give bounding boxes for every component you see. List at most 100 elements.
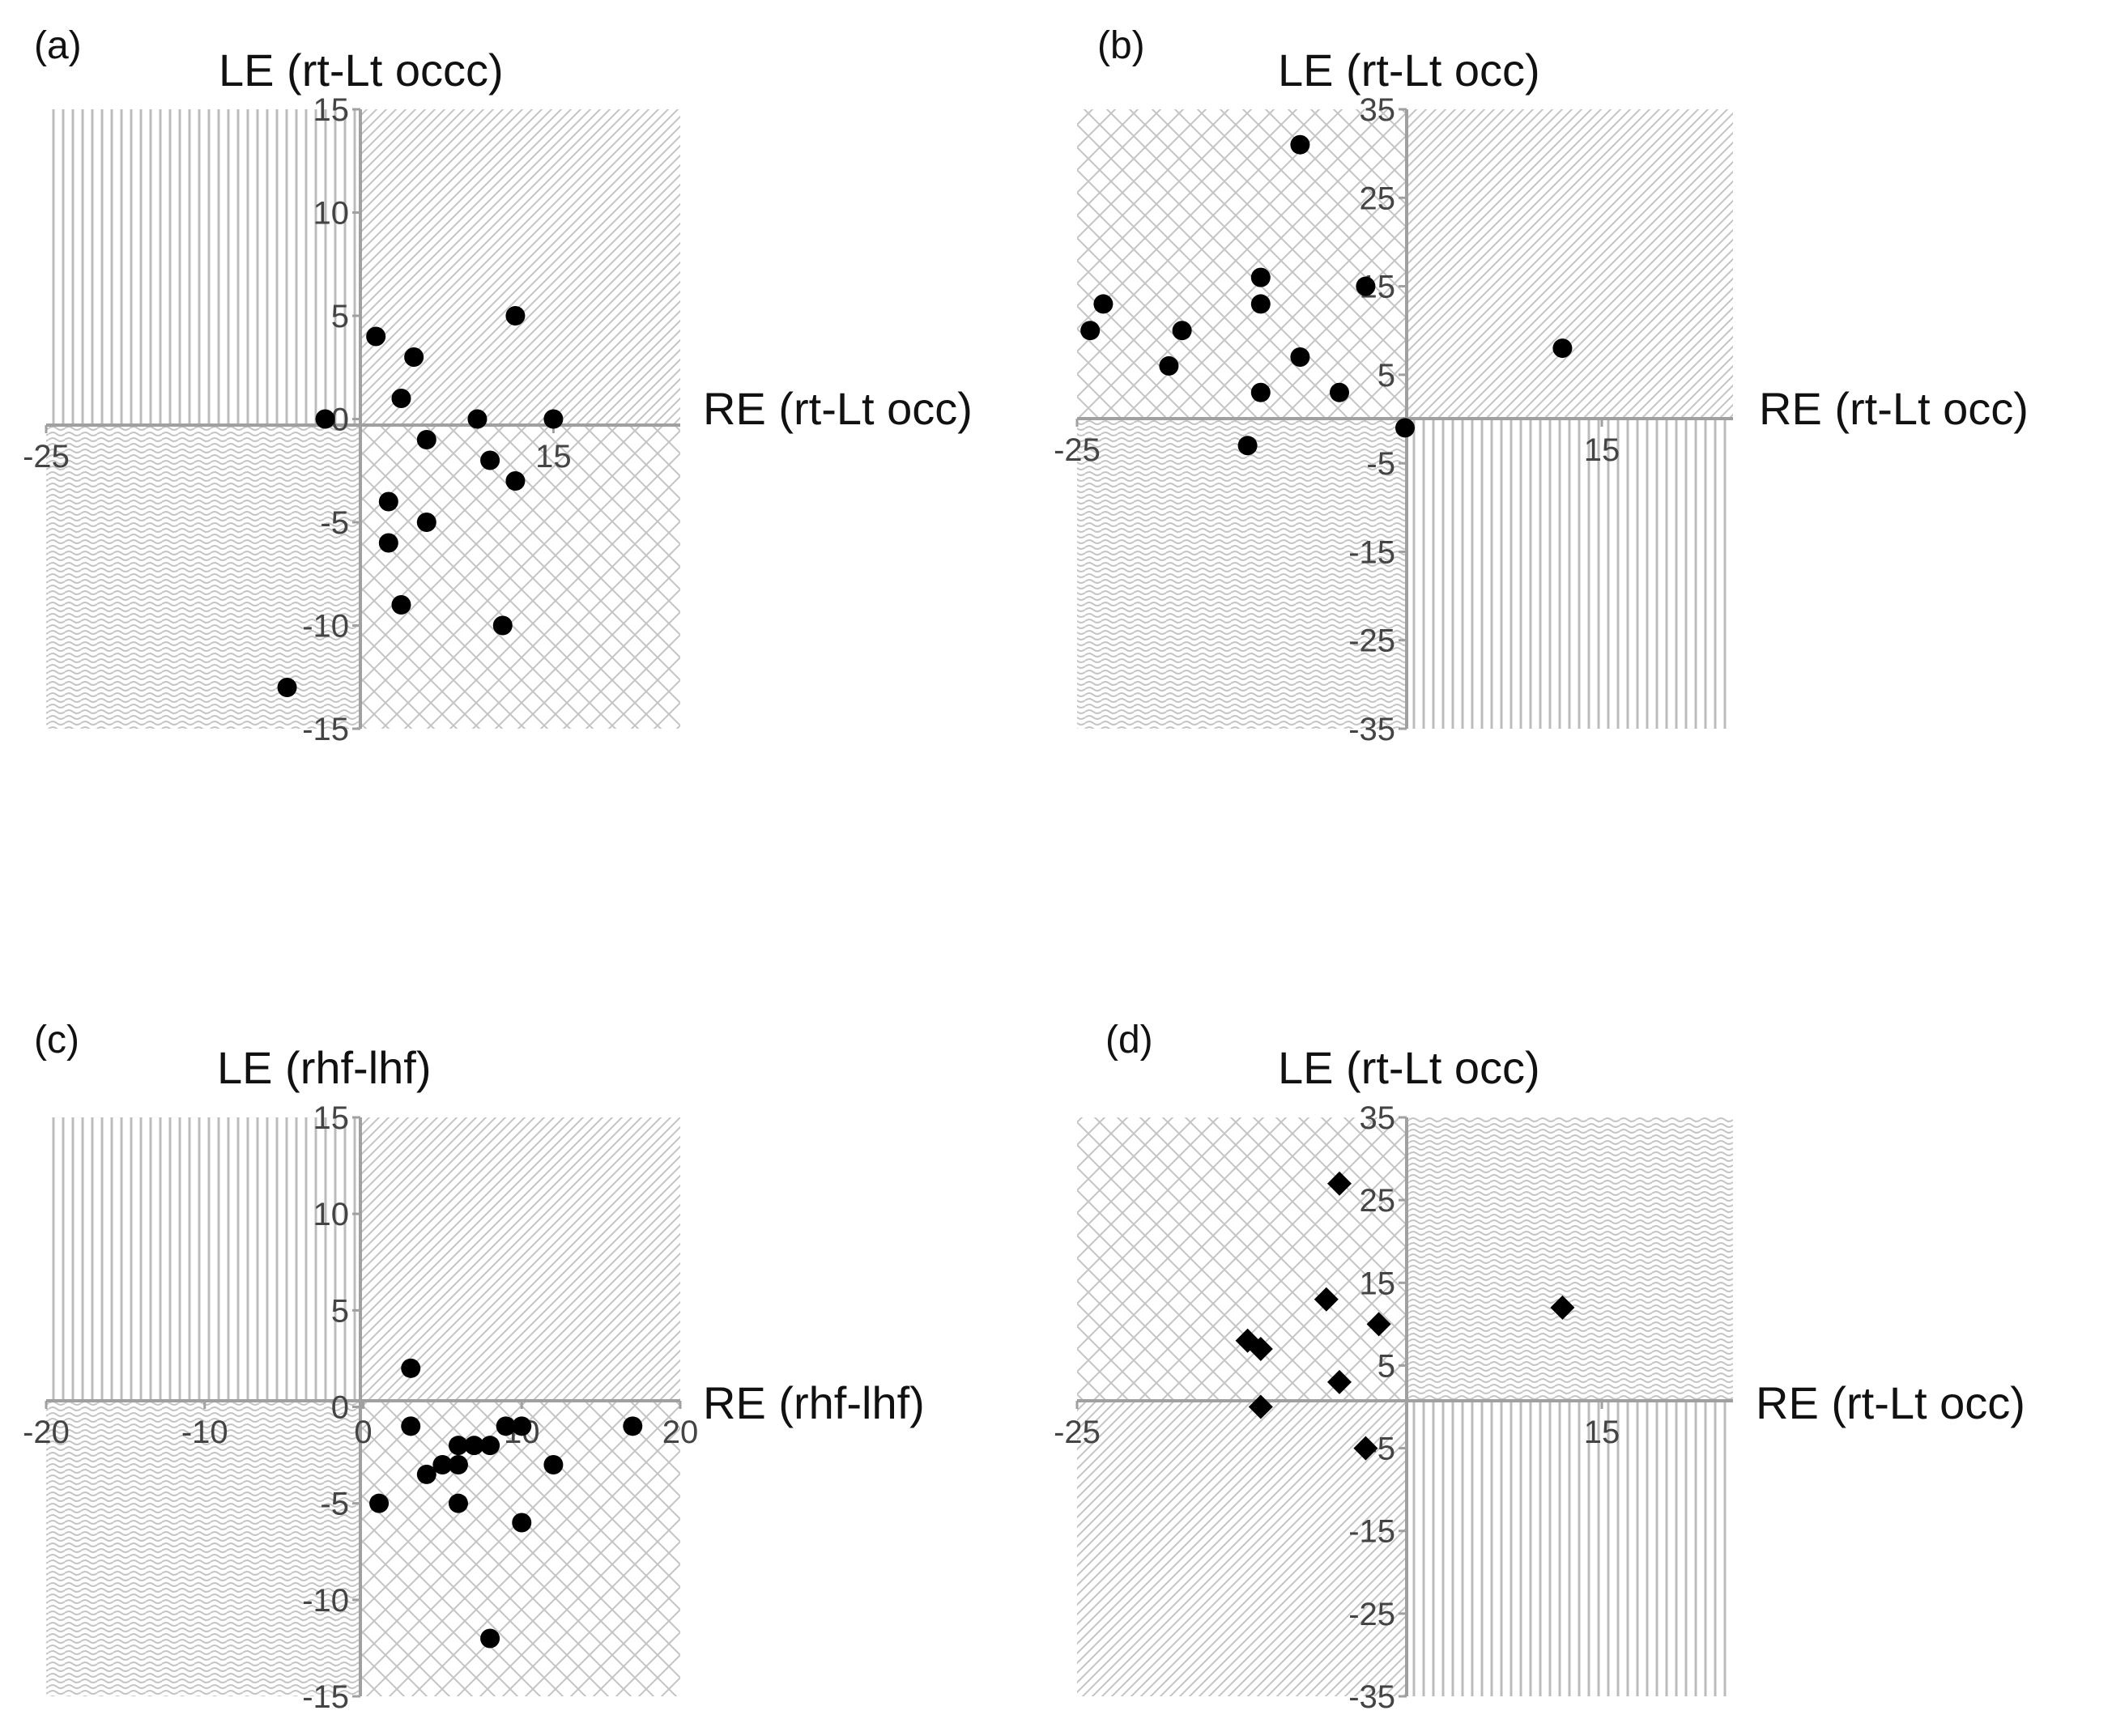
y-tick-label-c: -5 [320, 1487, 349, 1522]
data-point-a [505, 306, 526, 326]
y-tick-label-c: -15 [302, 1679, 349, 1715]
y-tick-label-b: 25 [1360, 181, 1396, 216]
data-point-a [378, 533, 398, 553]
data-point-c [401, 1358, 421, 1378]
data-point-c [512, 1513, 532, 1533]
y-axis-title-b: LE (rt-Lt occ) [1278, 45, 1540, 96]
data-point-c [448, 1436, 468, 1456]
panel-c: (c) LE (rhf-lhf) RE (rhf-lhf) 15 10 5 0 -5 -1… [23, 1019, 925, 1715]
data-point-a [277, 678, 297, 697]
data-point-d [1314, 1287, 1339, 1312]
y-tick-label-b: 35 [1360, 92, 1396, 128]
quadrant-top-left-a [46, 109, 360, 425]
y-tick-label-c: 0 [331, 1390, 349, 1426]
data-point-a [378, 491, 398, 512]
quadrant-bottom-left-b [1077, 419, 1407, 729]
y-tick-label-a: -15 [302, 712, 349, 747]
x-tick-label-d: 15 [1584, 1415, 1620, 1450]
data-point-c [480, 1436, 500, 1456]
quadrant-top-right-d [1407, 1117, 1733, 1401]
data-point-d [1353, 1436, 1378, 1461]
quadrant-bottom-right-d [1407, 1401, 1733, 1696]
x-tick-label-c: 0 [354, 1415, 372, 1450]
y-tick-label-d: 35 [1360, 1100, 1396, 1136]
data-point-b [1290, 347, 1310, 367]
data-point-c [448, 1455, 468, 1474]
data-point-b [1356, 276, 1376, 296]
data-point-b [1552, 338, 1573, 359]
y-tick-label-c: 5 [331, 1293, 349, 1329]
data-point-c [543, 1455, 564, 1474]
data-point-c [512, 1416, 532, 1436]
panel-label-b: (b) [1097, 24, 1145, 67]
quadrant-top-right-a [360, 109, 680, 425]
data-point-a [543, 409, 564, 429]
quadrant-bottom-left-d [1077, 1401, 1407, 1696]
data-point-d [1327, 1369, 1352, 1394]
y-tick-label-a: 15 [313, 92, 350, 128]
data-point-b [1290, 134, 1310, 155]
y-tick-label-c: -10 [302, 1583, 349, 1619]
y-axis-title-d: LE (rt-Lt occ) [1278, 1042, 1540, 1093]
quadrant-top-right-c [360, 1117, 680, 1401]
y-tick-label-d: 15 [1360, 1266, 1396, 1301]
quadrant-top-left-d [1077, 1117, 1407, 1401]
data-point-a [416, 430, 436, 449]
data-point-b [1395, 418, 1415, 438]
panel-a: (a) LE (rt-Lt occc) RE (rt-Lt occ) 15 10 5… [23, 24, 973, 747]
x-tick-label-b: -25 [1054, 432, 1101, 468]
data-point-b [1250, 267, 1271, 287]
panel-label-a: (a) [34, 24, 82, 67]
y-tick-label-a: -5 [320, 505, 349, 541]
data-point-a [492, 615, 513, 636]
y-tick-label-b: -35 [1348, 712, 1395, 747]
y-tick-label-b: -5 [1366, 446, 1395, 482]
x-axis-title-d: RE (rt-Lt occ) [1756, 1377, 2025, 1428]
data-point-a [404, 347, 424, 367]
panel-d: (d) LE (rt-Lt occ) RE (rt-Lt occ) 35 25 15… [1054, 1019, 2025, 1715]
data-point-c [480, 1628, 500, 1649]
data-point-d [1248, 1337, 1273, 1361]
data-point-b [1080, 321, 1101, 341]
data-point-a [366, 326, 386, 347]
data-point-b [1330, 382, 1349, 402]
data-point-b [1159, 355, 1179, 376]
y-tick-label-d: -35 [1348, 1679, 1395, 1715]
data-point-c [623, 1416, 643, 1436]
y-tick-label-a: -10 [302, 609, 349, 645]
data-point-c [416, 1464, 436, 1484]
quadrant-top-left-c [46, 1117, 360, 1401]
panel-b: (b) LE (rt-Lt occ) RE (rt-Lt occ) 35 25 15… [1054, 24, 2029, 747]
data-point-a [391, 389, 411, 408]
quadrant-bottom-left-c [46, 1401, 360, 1696]
plot-area-a: 15 10 5 0 -5 -10 -15 -25 15 [23, 92, 680, 747]
data-point-d [1366, 1312, 1391, 1337]
panel-label-c: (c) [34, 1019, 79, 1062]
panel-label-d: (d) [1105, 1019, 1153, 1062]
data-point-c [369, 1493, 390, 1513]
quadrant-bottom-right-a [360, 425, 680, 729]
data-point-d [1248, 1394, 1273, 1419]
data-point-b [1237, 436, 1258, 456]
data-point-c [496, 1416, 516, 1436]
data-point-a [391, 595, 411, 615]
y-tick-label-d: -25 [1348, 1597, 1395, 1632]
y-tick-label-a: 0 [331, 402, 349, 438]
data-point-a [416, 513, 436, 532]
data-point-c [401, 1416, 421, 1436]
x-tick-label-a: -25 [23, 439, 70, 474]
y-axis-title-c: LE (rhf-lhf) [217, 1042, 432, 1093]
x-axis-title-c: RE (rhf-lhf) [703, 1377, 925, 1428]
data-point-d [1550, 1295, 1575, 1320]
data-point-b [1250, 294, 1271, 314]
x-tick-label-c: 20 [662, 1415, 699, 1450]
y-tick-label-b: -15 [1348, 534, 1395, 570]
data-point-b [1172, 321, 1192, 341]
y-tick-label-a: 5 [331, 299, 349, 334]
data-point-a [480, 450, 500, 470]
x-axis-title-a: RE (rt-Lt occ) [703, 383, 973, 434]
x-tick-label-b: 15 [1584, 432, 1620, 468]
y-tick-label-a: 10 [313, 196, 350, 232]
